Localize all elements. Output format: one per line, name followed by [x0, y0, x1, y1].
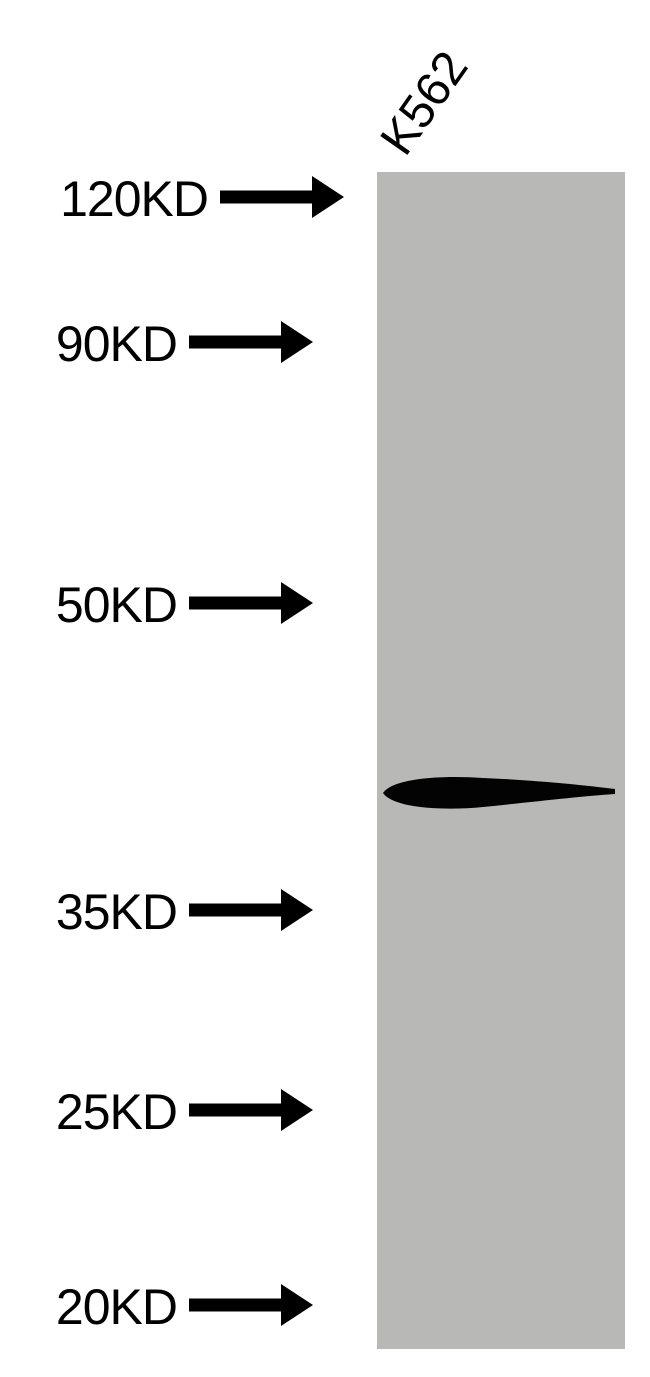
arrow-right-icon — [189, 889, 313, 936]
marker-label: 120KD — [5, 170, 208, 228]
marker-row: 120KD — [5, 170, 344, 228]
blot-lane — [377, 172, 625, 1349]
arrow-right-icon — [189, 582, 313, 629]
arrow-right-icon — [189, 321, 313, 368]
marker-label: 20KD — [5, 1278, 177, 1336]
marker-row: 90KD — [5, 315, 313, 373]
marker-row: 25KD — [5, 1083, 313, 1141]
marker-label: 50KD — [5, 576, 177, 634]
lane-label: K562 — [370, 0, 513, 165]
marker-label: 35KD — [5, 883, 177, 941]
arrow-right-icon — [220, 176, 344, 223]
arrow-right-icon — [189, 1089, 313, 1136]
marker-row: 35KD — [5, 883, 313, 941]
arrow-right-icon — [189, 1284, 313, 1331]
western-blot-figure: K562 120KD 90KD 50KD 35KD 25KD 20KD — [0, 0, 650, 1377]
marker-row: 20KD — [5, 1278, 313, 1336]
marker-label: 90KD — [5, 315, 177, 373]
band-svg — [383, 772, 615, 814]
marker-row: 50KD — [5, 576, 313, 634]
marker-label: 25KD — [5, 1083, 177, 1141]
